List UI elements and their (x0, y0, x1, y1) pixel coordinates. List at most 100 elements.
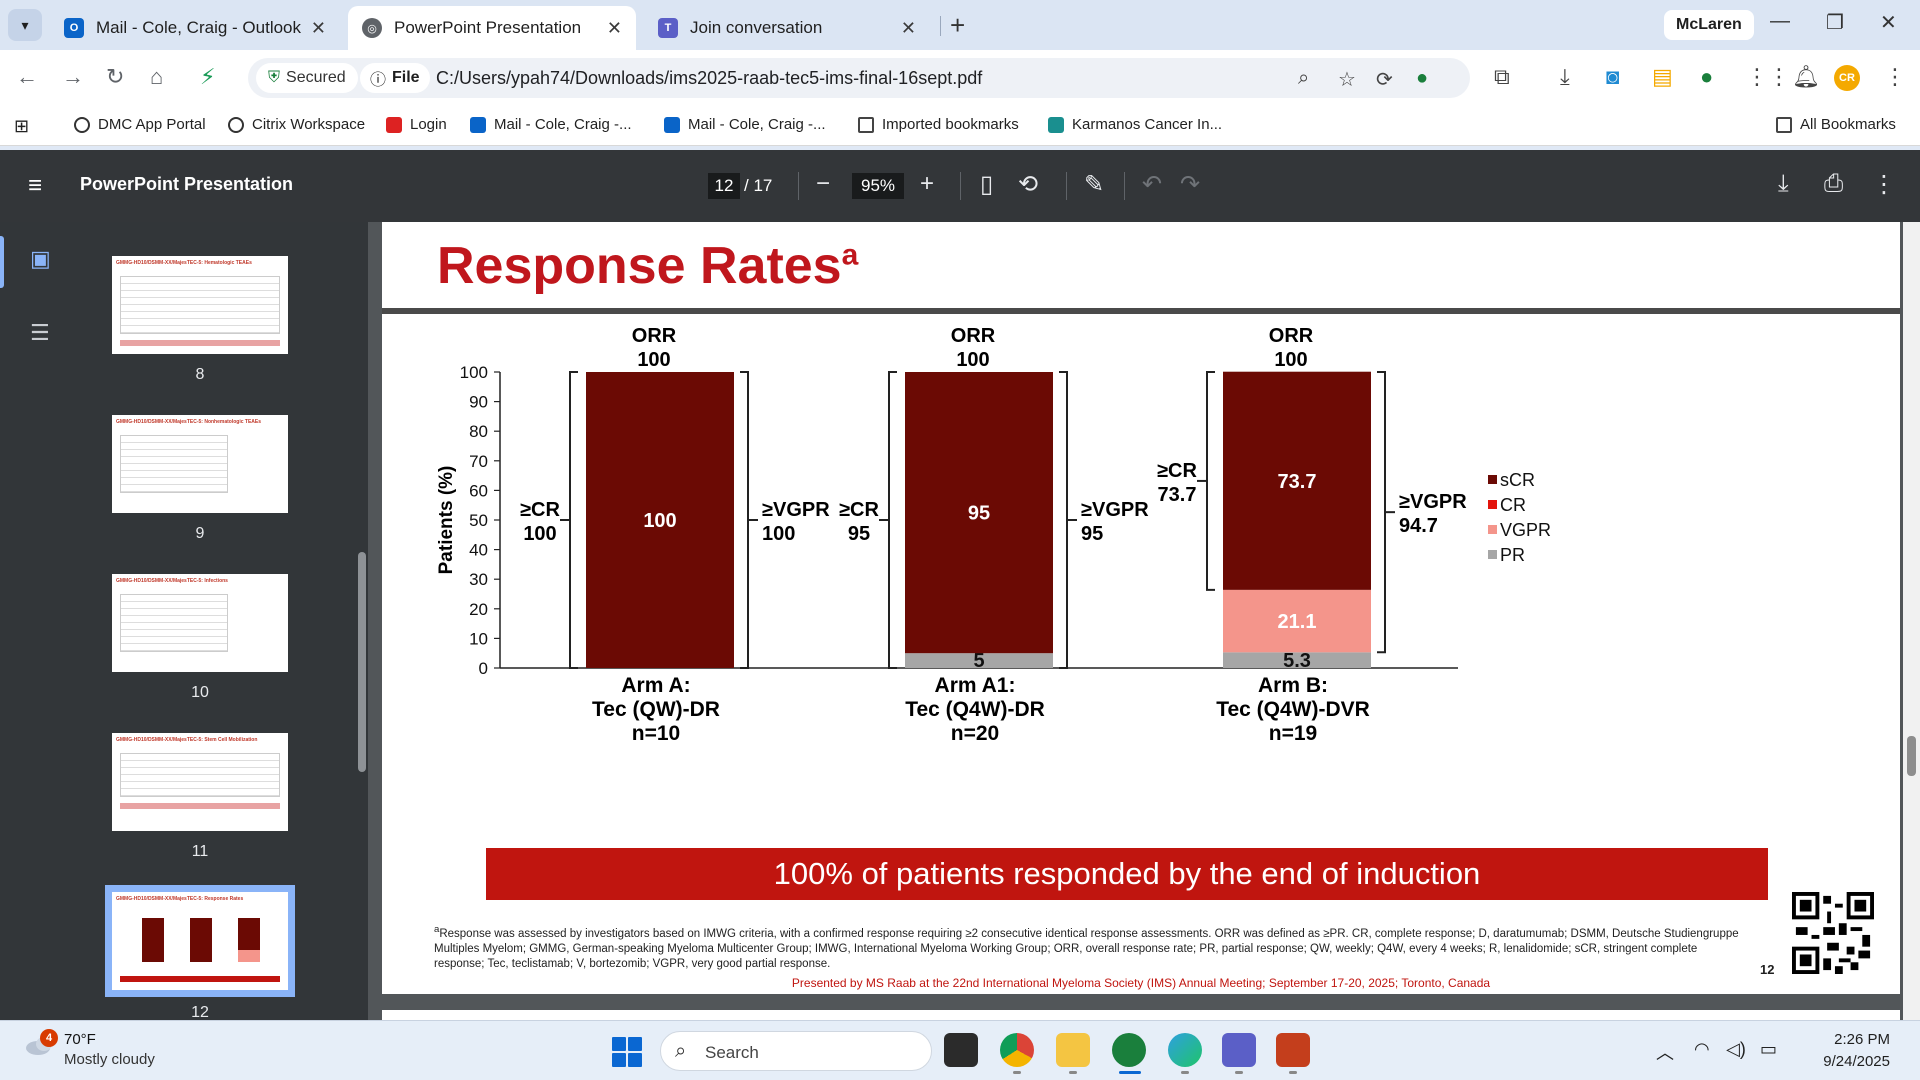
notes-icon[interactable]: ▤ (1652, 64, 1673, 89)
bookmark-mail-2[interactable]: Mail - Cole, Craig -... (664, 116, 826, 133)
zoom-input[interactable]: 95% (852, 173, 904, 199)
weather-temp[interactable]: 70°F (64, 1031, 96, 1048)
bookmark-dmc-app-portal[interactable]: DMC App Portal (74, 116, 206, 133)
portal-icon (74, 116, 90, 133)
battery-icon[interactable]: ▭ (1760, 1039, 1778, 1059)
legend-label-cr: CR (1500, 495, 1526, 515)
thumbnail-page-10[interactable]: GMMG-HD10/DSMM-XX/MajesTEC-5: Infections (112, 574, 288, 672)
slide-page-number: 12 (1760, 962, 1775, 977)
close-icon[interactable]: ✕ (900, 17, 916, 38)
tab-outlook[interactable]: O Mail - Cole, Craig - Outlook ✕ (50, 6, 340, 50)
vgpr-label: ≥VGPR (1081, 499, 1149, 521)
zoom-magnifier-icon[interactable]: ⌕ (1298, 67, 1310, 89)
print-icon[interactable]: ⎙ (1824, 170, 1844, 197)
kebab-menu-icon[interactable]: ⋮ (1884, 64, 1906, 89)
legend-swatch-cr (1488, 500, 1497, 509)
thumbnail-page-12[interactable]: GMMG-HD10/DSMM-XX/MajesTEC-5: Response R… (105, 885, 295, 997)
apps-grid-icon[interactable]: ⋮⋮ (1746, 64, 1790, 89)
close-icon[interactable]: ✕ (606, 17, 622, 38)
powerpoint-icon[interactable] (1276, 1033, 1310, 1067)
forward-arrow-icon[interactable]: → (62, 64, 84, 89)
tab-powerpoint-presentation[interactable]: ◎ PowerPoint Presentation ✕ (348, 6, 636, 50)
chatbot-icon[interactable]: ● (1700, 64, 1714, 89)
chrome-profile-icon[interactable] (1112, 1033, 1146, 1067)
show-hidden-icons-icon[interactable]: ︿ (1656, 1043, 1674, 1063)
chrome-icon[interactable] (1000, 1033, 1034, 1067)
sync-icon[interactable]: ⟳ (1376, 69, 1393, 91)
back-arrow-icon[interactable]: ← (16, 64, 38, 89)
download-icon[interactable]: ⤓ (1560, 64, 1570, 89)
thumbnail-number: 9 (195, 525, 205, 542)
bookmark-karmanos[interactable]: Karmanos Cancer In... (1048, 116, 1222, 133)
zoom-out-icon[interactable]: − (816, 170, 831, 197)
volume-icon[interactable]: ◁) (1726, 1039, 1746, 1059)
avatar[interactable]: CR (1834, 65, 1860, 91)
bookmark-citrix-workspace[interactable]: Citrix Workspace (228, 116, 365, 133)
close-icon[interactable]: ✕ (310, 17, 326, 38)
thumbnail-page-9[interactable]: GMMG-HD10/DSMM-XX/MajesTEC-5: Nonhematol… (112, 415, 288, 513)
thumbnail-pane: GMMG-HD10/DSMM-XX/MajesTEC-5: Hematologi… (82, 222, 354, 1020)
outline-icon[interactable]: ☰ (30, 320, 50, 345)
file-scheme-chip[interactable]: ⓘ File (360, 63, 430, 93)
restore-icon[interactable]: ❐ (1826, 12, 1844, 34)
minimize-icon[interactable]: — (1770, 10, 1790, 32)
thumbnail-band (120, 340, 280, 346)
orr-value: 100 (1274, 349, 1307, 371)
lightning-icon[interactable]: ⚡ (200, 64, 216, 89)
category-label: n=10 (632, 722, 680, 745)
fit-page-icon[interactable]: ▯ (980, 171, 994, 198)
bookmark-mail-1[interactable]: Mail - Cole, Craig -... (470, 116, 632, 133)
home-icon[interactable]: ⌂ (150, 64, 164, 89)
profile-chip[interactable]: McLaren (1664, 10, 1754, 40)
windows-start-icon[interactable] (612, 1037, 642, 1067)
clock-date[interactable]: 9/24/2025 (1823, 1053, 1890, 1070)
url-text[interactable]: C:/Users/ypah74/Downloads/ims2025-raab-t… (436, 68, 983, 88)
extension-green-icon[interactable]: ● (1416, 67, 1429, 89)
document-scroll-thumb[interactable] (1907, 736, 1916, 776)
qr-code[interactable] (1792, 892, 1874, 974)
thumbnail-page-8[interactable]: GMMG-HD10/DSMM-XX/MajesTEC-5: Hematologi… (112, 256, 288, 354)
extensions-puzzle-icon[interactable]: ⧉ (1494, 64, 1510, 89)
undo-icon[interactable]: ↶ (1142, 171, 1163, 198)
tab-search-chevron-icon[interactable]: ▾ (8, 9, 42, 41)
thumbnail-number: 10 (191, 684, 209, 701)
clock-time[interactable]: 2:26 PM (1834, 1031, 1890, 1048)
cr-bracket (1206, 371, 1215, 591)
document-scrollbar[interactable] (1903, 222, 1920, 1020)
camera-icon[interactable]: ◙ (1606, 64, 1620, 89)
menu-icon[interactable]: ≡ (28, 172, 43, 199)
active-indicator (1119, 1071, 1141, 1074)
tab-join-conversation[interactable]: T Join conversation ✕ (644, 6, 930, 50)
thumbnail-scrollbar[interactable] (354, 222, 368, 1020)
bell-icon[interactable]: 🔔︎ (1792, 64, 1820, 89)
thumbnail-scroll-thumb[interactable] (358, 552, 366, 772)
window-close-icon[interactable]: ✕ (1880, 12, 1897, 34)
zoom-in-icon[interactable]: + (920, 170, 935, 197)
task-view-icon[interactable] (944, 1033, 978, 1067)
all-bookmarks[interactable]: All Bookmarks (1776, 116, 1896, 133)
page-number-input[interactable]: 12 (708, 173, 740, 199)
star-icon[interactable]: ☆ (1338, 69, 1356, 91)
apps-icon[interactable]: ⊞ (14, 116, 30, 136)
thumbnail-page-11[interactable]: GMMG-HD10/DSMM-XX/MajesTEC-5: Stem Cell … (112, 733, 288, 831)
annotate-icon[interactable]: ✎ (1084, 171, 1105, 198)
download-icon[interactable]: ⤓ (1778, 170, 1789, 197)
pdf-toolbar: ≡ PowerPoint Presentation 12 / 17 − 95% … (0, 150, 1920, 222)
wifi-icon[interactable]: ◠ (1694, 1039, 1710, 1059)
secured-chip[interactable]: ⛨ Secured (256, 63, 358, 93)
edge-icon[interactable] (1168, 1033, 1202, 1067)
taskbar-search[interactable]: ⌕ Search (660, 1031, 932, 1071)
teams-icon[interactable] (1222, 1033, 1256, 1067)
weather-desc[interactable]: Mostly cloudy (64, 1051, 155, 1068)
redo-icon[interactable]: ↷ (1180, 171, 1201, 198)
reload-icon[interactable]: ↻ (106, 64, 125, 89)
weather-alert-badge[interactable]: 4 (40, 1029, 58, 1047)
bookmark-login[interactable]: Login (386, 116, 447, 133)
rotate-icon[interactable]: ⟲ (1018, 171, 1039, 198)
more-options-icon[interactable]: ⋮ (1872, 171, 1896, 198)
thumbnails-icon[interactable]: ▣ (30, 246, 51, 271)
file-explorer-icon[interactable] (1056, 1033, 1090, 1067)
omnibox[interactable]: ⛨ Secured ⓘ File C:/Users/ypah74/Downloa… (248, 58, 1470, 98)
bookmark-imported[interactable]: Imported bookmarks (858, 116, 1019, 133)
new-tab-plus-icon[interactable]: + (950, 10, 966, 40)
